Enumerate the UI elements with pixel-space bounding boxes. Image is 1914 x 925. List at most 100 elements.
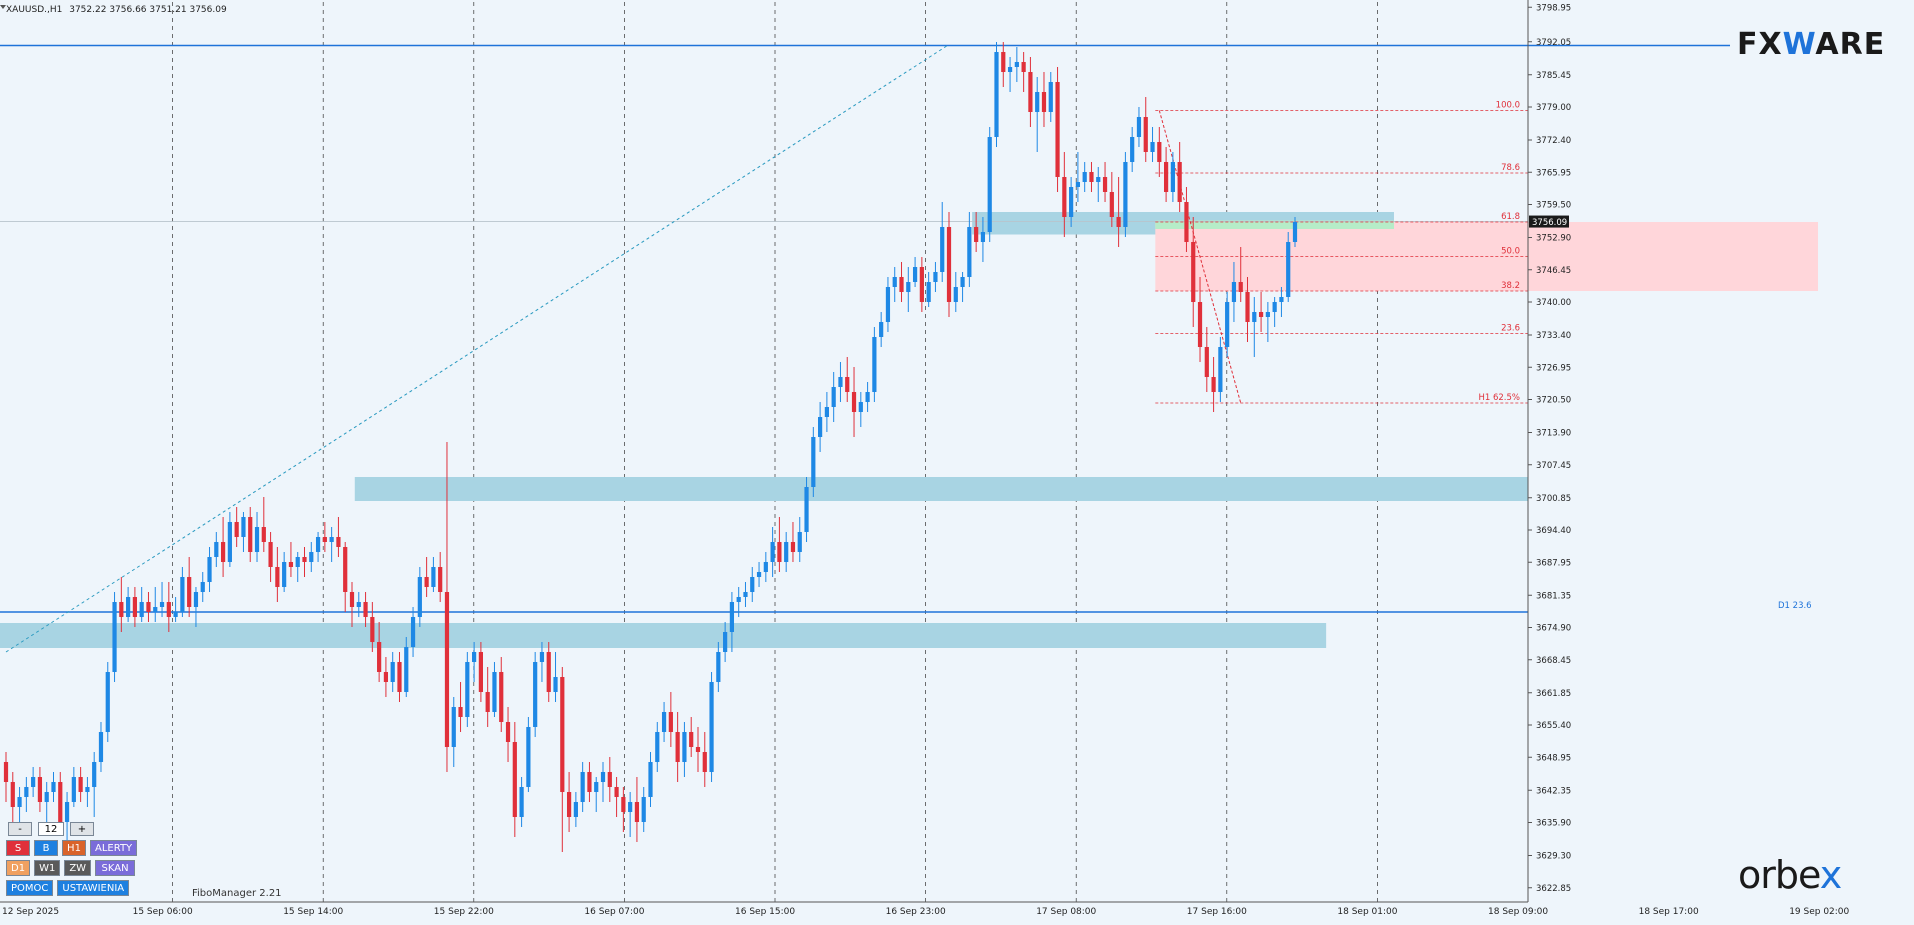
candle-body: [261, 527, 266, 542]
candle: [1028, 57, 1033, 127]
candle-body: [682, 732, 687, 762]
candle: [1035, 77, 1040, 152]
candle-body: [302, 557, 307, 562]
candle: [858, 392, 863, 427]
candle: [994, 42, 999, 147]
candle: [1001, 42, 1006, 87]
candle: [621, 787, 626, 832]
candle-body: [1150, 142, 1155, 152]
candle-body: [288, 562, 294, 567]
y-tick-label: 3681.35: [1536, 591, 1571, 601]
candle: [295, 552, 300, 582]
candle: [1286, 232, 1291, 302]
candle-body: [1116, 217, 1121, 227]
candle: [573, 792, 578, 827]
candle: [607, 757, 612, 802]
candle-body: [621, 797, 626, 812]
candle: [899, 262, 904, 302]
candle: [329, 527, 334, 562]
y-tick-label: 3746.45: [1536, 266, 1571, 276]
candle: [254, 512, 260, 562]
candle: [1007, 57, 1013, 92]
panel-button-pomoc[interactable]: POMOC: [6, 880, 54, 896]
candle-body: [987, 137, 992, 232]
candle-body: [980, 232, 986, 242]
candle-body: [58, 782, 63, 822]
candle-body: [248, 517, 253, 552]
candle: [3, 752, 9, 802]
panel-button-d1[interactable]: D1: [6, 860, 31, 876]
candle-body: [946, 227, 952, 302]
candle: [343, 542, 348, 612]
horizontal-line-label: D1 23.6: [1778, 601, 1812, 611]
panel-button-skan[interactable]: SKAN: [95, 860, 136, 876]
candle-body: [1191, 242, 1196, 302]
candle-body: [743, 592, 748, 597]
candle: [587, 762, 592, 802]
candle-body: [824, 407, 829, 417]
candle-body: [268, 542, 273, 567]
increase-button[interactable]: +: [70, 822, 94, 836]
candle: [24, 777, 29, 812]
panel-button-b[interactable]: B: [34, 840, 58, 856]
candle-body: [1238, 282, 1243, 292]
candle-body: [919, 267, 924, 302]
panel-button-zw[interactable]: ZW: [64, 860, 92, 876]
candle: [37, 767, 43, 812]
candle: [960, 272, 965, 302]
candle: [628, 792, 633, 837]
panel-button-w1[interactable]: W1: [34, 860, 61, 876]
y-tick-label: 3668.45: [1536, 656, 1571, 666]
candles: [3, 42, 1298, 852]
candle-body: [926, 282, 931, 302]
x-tick-label: 15 Sep 22:00: [434, 907, 494, 917]
candle: [410, 607, 416, 657]
candle: [499, 657, 504, 732]
candle: [1265, 302, 1270, 342]
panel-button-s[interactable]: S: [6, 840, 30, 856]
candle: [851, 367, 857, 437]
candle-body: [193, 592, 199, 607]
candle: [689, 717, 694, 757]
candle-body: [1204, 347, 1209, 377]
count-field[interactable]: 12: [38, 822, 64, 836]
current-price-label: 3756.09: [1532, 218, 1567, 228]
candle: [1231, 262, 1237, 322]
candle-body: [214, 542, 219, 557]
candle: [546, 642, 551, 702]
candle-body: [967, 227, 972, 277]
candle: [424, 557, 429, 597]
candle-body: [1136, 117, 1142, 137]
candle: [227, 512, 232, 567]
candle: [634, 777, 640, 842]
decrease-button[interactable]: -: [8, 822, 32, 836]
panel-button-alerty[interactable]: ALERTY: [90, 840, 138, 856]
candle-body: [1014, 62, 1019, 67]
candle: [946, 212, 952, 317]
candle: [940, 202, 945, 282]
candle: [505, 707, 511, 762]
candle-body: [1211, 377, 1216, 392]
candle-body: [180, 577, 185, 612]
candle-body: [1021, 62, 1026, 72]
panel-button-h1[interactable]: H1: [62, 840, 86, 856]
candle-body: [668, 712, 673, 732]
candle-body: [444, 592, 450, 747]
candle: [655, 722, 660, 772]
panel-button-ustawienia[interactable]: USTAWIENIA: [57, 880, 130, 896]
candle: [838, 362, 843, 402]
candle-body: [282, 562, 287, 587]
collapse-arrow-icon[interactable]: [0, 5, 6, 9]
candle-body: [370, 617, 375, 642]
candle: [248, 507, 253, 562]
candle-body: [356, 602, 361, 607]
candle-body: [1258, 312, 1264, 317]
candle-body: [1231, 282, 1237, 302]
candle: [553, 652, 558, 702]
candle: [682, 722, 687, 777]
candle: [417, 567, 422, 627]
candle-body: [173, 612, 178, 617]
fib-label: 61.8: [1501, 212, 1520, 222]
